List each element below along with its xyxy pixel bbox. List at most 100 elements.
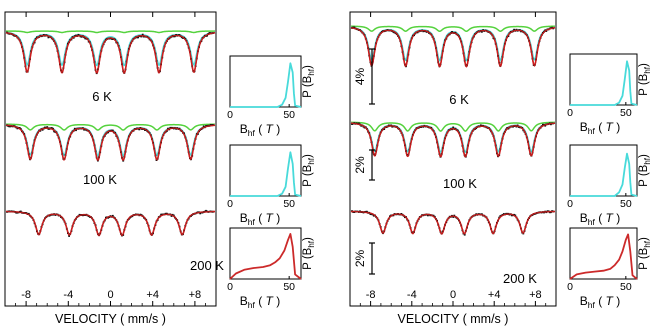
data-point bbox=[512, 125, 514, 128]
temperature-label: 6 K bbox=[92, 89, 112, 104]
scale-bar-label: 2% bbox=[353, 249, 367, 267]
scale-bar-0: 4% bbox=[353, 48, 375, 105]
data-point bbox=[75, 129, 77, 132]
scale-bar-label: 4% bbox=[353, 67, 367, 85]
data-point bbox=[427, 214, 429, 217]
distribution-curve bbox=[230, 151, 302, 197]
data-point bbox=[416, 31, 419, 34]
data-point bbox=[164, 212, 167, 215]
inset-x-label: Bhf ( T ) bbox=[240, 211, 280, 227]
temperature-label: 100 K bbox=[83, 172, 117, 187]
inset-x-tick-label: 50 bbox=[620, 107, 632, 119]
inset-x-tick-label: 0 bbox=[567, 198, 573, 210]
x-tick-label: +8 bbox=[529, 289, 542, 301]
data-point bbox=[454, 31, 457, 34]
data-point bbox=[544, 124, 547, 127]
spectrum-0: 6 K bbox=[5, 30, 216, 104]
spectra-panel-left: -8 -4 0 +4 +8 VELOCITY ( mm/s ) 6 K 100 K 200 K bbox=[4, 11, 224, 326]
data-point bbox=[412, 231, 414, 234]
data-point bbox=[15, 211, 18, 214]
data-point bbox=[353, 26, 356, 29]
data-point bbox=[105, 216, 107, 219]
inset-frame bbox=[569, 144, 638, 197]
data-point bbox=[391, 125, 394, 128]
data-point bbox=[16, 211, 19, 214]
data-point bbox=[111, 129, 114, 132]
data-point bbox=[50, 127, 53, 129]
data-point bbox=[78, 213, 81, 216]
fit-line-main-overlay bbox=[5, 124, 216, 161]
inset-x-tick-label: 0 bbox=[227, 198, 233, 210]
data-point bbox=[479, 124, 482, 127]
data-point bbox=[202, 125, 205, 128]
data-point bbox=[19, 210, 22, 213]
inset-x-tick-label: 0 bbox=[227, 109, 233, 121]
distribution-curve bbox=[569, 233, 638, 280]
data-point bbox=[452, 126, 455, 129]
inset-y-label: P (Bhf) bbox=[302, 237, 316, 270]
x-tick-label: -4 bbox=[407, 289, 417, 301]
distribution-curve bbox=[570, 60, 638, 106]
inset-x-label: Bhf ( T ) bbox=[580, 120, 620, 136]
x-axis-label: VELOCITY ( mm/s ) bbox=[398, 312, 509, 326]
data-point bbox=[499, 215, 502, 217]
x-tick-label: +4 bbox=[146, 289, 159, 301]
fit-line-2 bbox=[350, 25, 556, 33]
data-point bbox=[77, 33, 80, 36]
x-tick-label: 0 bbox=[450, 289, 456, 301]
data-point bbox=[169, 126, 172, 129]
inset-y-label: P (Bhf) bbox=[302, 154, 316, 187]
x-tick-label: -8 bbox=[366, 289, 376, 301]
spectrum-2: 200 K bbox=[350, 210, 556, 286]
data-point bbox=[46, 126, 49, 128]
data-point bbox=[358, 122, 360, 125]
data-point bbox=[542, 123, 544, 126]
fit-line-2 bbox=[5, 30, 216, 34]
data-point bbox=[404, 216, 406, 219]
data-point bbox=[110, 38, 113, 40]
inset-x-tick-label: 0 bbox=[567, 107, 573, 119]
data-point bbox=[107, 131, 110, 134]
x-tick-label: -8 bbox=[21, 289, 31, 301]
inset-x-tick-label: 50 bbox=[620, 198, 632, 210]
data-point bbox=[451, 31, 453, 33]
distribution-curve bbox=[570, 152, 638, 197]
temperature-label: 200 K bbox=[190, 258, 224, 273]
fit-line-main-overlay bbox=[350, 210, 556, 235]
data-point bbox=[363, 126, 366, 129]
fit-line-main-overlay bbox=[5, 210, 216, 237]
spectrum-2: 200 K bbox=[5, 209, 224, 273]
data-point bbox=[372, 214, 375, 217]
inset-x-tick-label: 50 bbox=[620, 281, 632, 293]
temperature-label: 6 K bbox=[449, 92, 469, 107]
data-point bbox=[73, 127, 76, 130]
data-point bbox=[352, 26, 355, 29]
data-point bbox=[36, 36, 38, 39]
inset-frame bbox=[229, 55, 302, 108]
data-point bbox=[79, 35, 82, 38]
data-point bbox=[44, 126, 46, 129]
data-point bbox=[510, 214, 513, 217]
data-point bbox=[16, 127, 19, 130]
data-point bbox=[515, 28, 518, 31]
data-point bbox=[8, 125, 11, 128]
temperature-label: 100 K bbox=[443, 176, 477, 191]
distribution-curve bbox=[229, 233, 302, 280]
data-point bbox=[453, 214, 456, 217]
x-tick-label: -4 bbox=[63, 289, 73, 301]
data-point bbox=[463, 233, 466, 236]
fit-line-1 bbox=[5, 124, 216, 157]
x-tick-label: +4 bbox=[488, 289, 501, 301]
data-point bbox=[84, 37, 87, 40]
inset-x-tick-label: 0 bbox=[227, 281, 233, 293]
data-point bbox=[47, 128, 50, 130]
data-point bbox=[360, 124, 363, 127]
data-point bbox=[47, 36, 50, 39]
data-point bbox=[502, 213, 505, 215]
inset-y-label: P (Bhf) bbox=[638, 63, 652, 96]
data-point bbox=[178, 34, 181, 36]
